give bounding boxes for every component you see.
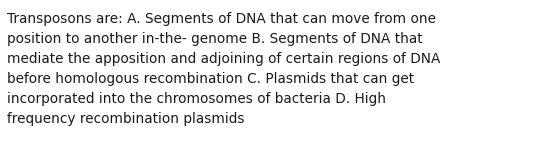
Text: Transposons are: A. Segments of DNA that can move from one
position to another i: Transposons are: A. Segments of DNA that… xyxy=(7,12,441,126)
